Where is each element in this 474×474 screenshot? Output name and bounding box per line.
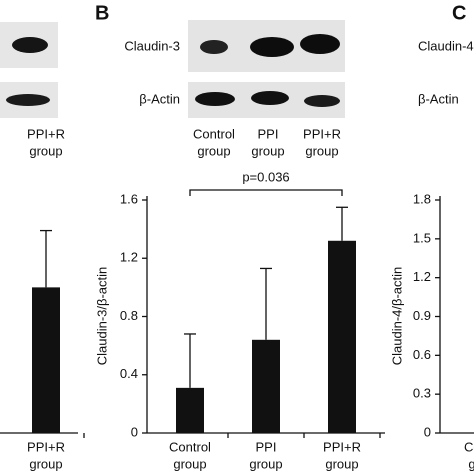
y-tick-label: 1.8 xyxy=(413,191,431,206)
y-tick-label: 0.3 xyxy=(413,386,431,401)
blot-group-label: group xyxy=(197,143,230,158)
x-tick-label: group xyxy=(173,456,206,471)
x-tick-label: Control xyxy=(464,439,474,454)
panel-letter: B xyxy=(95,2,109,24)
y-axis-label: Claudin-4/β-actin xyxy=(389,267,404,366)
y-tick-label: 0 xyxy=(424,424,431,439)
blot-group-label: PPI+R xyxy=(303,126,341,141)
blot-group-label: PPI+R xyxy=(27,126,65,141)
y-tick-label: 1.5 xyxy=(413,230,431,245)
blot-row-label: Claudin-4 xyxy=(418,38,474,53)
blot-band xyxy=(304,95,340,107)
blot-band xyxy=(300,34,340,54)
x-tick-label: group xyxy=(325,456,358,471)
y-tick-label: 1.6 xyxy=(120,191,138,206)
bar xyxy=(32,287,60,433)
blot-band xyxy=(12,37,48,53)
blot-group-label: group xyxy=(251,143,284,158)
blot-group-label: group xyxy=(305,143,338,158)
x-tick-label: group xyxy=(249,456,282,471)
x-tick-label: PPI+R xyxy=(323,439,361,454)
bar xyxy=(176,387,204,433)
y-tick-label: 0.6 xyxy=(413,347,431,362)
bar xyxy=(252,339,280,433)
significance-label: p=0.036 xyxy=(242,169,289,184)
significance-bracket xyxy=(189,189,343,196)
blot-row-label: β-Actin xyxy=(418,91,459,106)
blot-band xyxy=(200,40,228,54)
y-tick-label: 1.2 xyxy=(413,269,431,284)
y-axis-label: Claudin-3/β-actin xyxy=(94,267,109,366)
y-tick-label: 0.9 xyxy=(413,308,431,323)
blot-group-label: Control xyxy=(193,126,235,141)
blot-band xyxy=(250,37,294,57)
y-tick-label: 0.8 xyxy=(120,308,138,323)
blot-row-label: Claudin-3 xyxy=(124,38,180,53)
blot-band xyxy=(195,92,235,106)
x-tick-label: PPI xyxy=(256,439,277,454)
blot-band xyxy=(251,91,289,105)
x-tick-label: group xyxy=(29,456,62,471)
blot-band xyxy=(6,94,50,106)
y-tick-label: 1.2 xyxy=(120,250,138,265)
blot-group-label: group xyxy=(29,143,62,158)
bar xyxy=(328,240,356,433)
y-tick-label: 0 xyxy=(131,424,138,439)
x-tick-label: group xyxy=(468,456,474,471)
y-tick-label: 0.4 xyxy=(120,366,138,381)
x-tick-label: Control xyxy=(169,439,211,454)
panel-letter: C xyxy=(452,2,466,24)
x-tick-label: PPI+R xyxy=(27,439,65,454)
blot-row-label: β-Actin xyxy=(139,91,180,106)
blot-group-label: PPI xyxy=(258,126,279,141)
